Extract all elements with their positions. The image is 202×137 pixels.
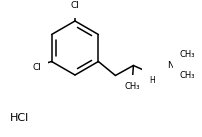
Text: Cl: Cl [70,2,79,11]
Text: CH₃: CH₃ [124,82,139,91]
Text: HCl: HCl [10,113,29,123]
Text: CH₃: CH₃ [179,50,194,59]
Text: N: N [166,61,173,70]
Text: H: H [149,76,155,85]
Text: Cl: Cl [32,63,41,72]
Text: N: N [148,70,155,79]
Text: CH₃: CH₃ [179,71,194,80]
